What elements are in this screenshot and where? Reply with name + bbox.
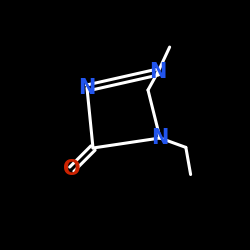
Text: O: O [63,159,80,179]
Text: N: N [149,62,167,82]
Text: N: N [151,128,169,148]
Text: N: N [78,78,96,98]
